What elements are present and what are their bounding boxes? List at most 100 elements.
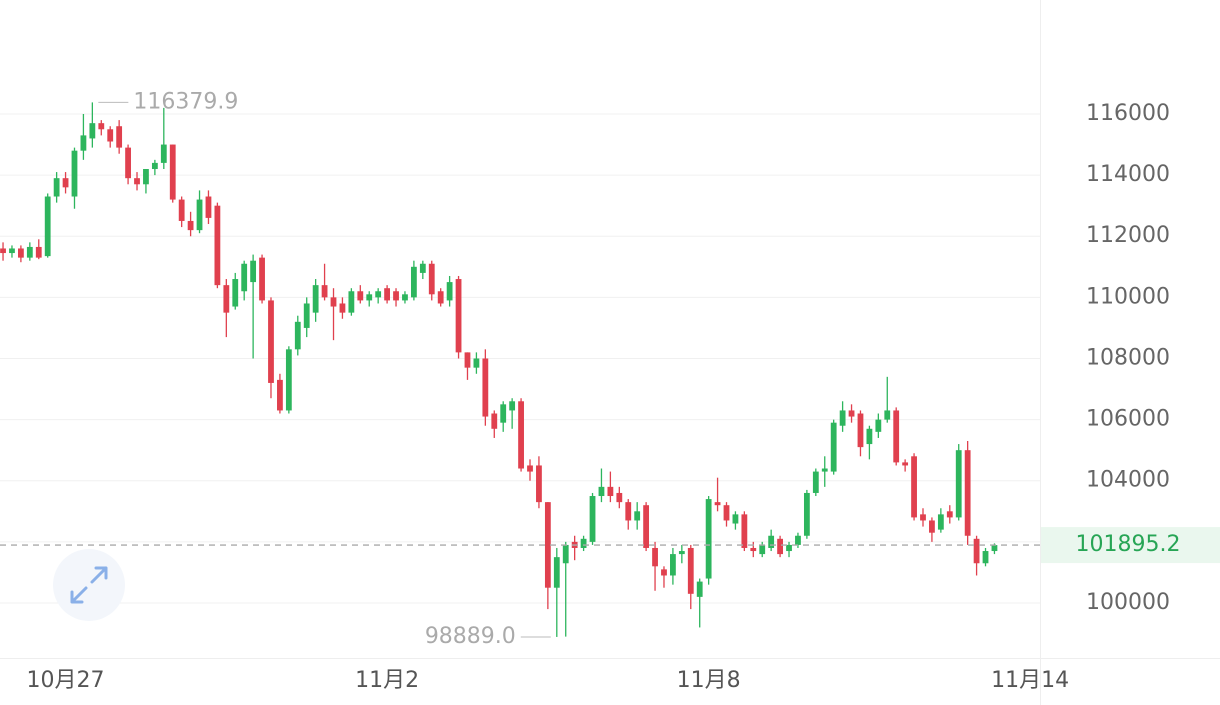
candle-body [62,178,69,188]
candle-body [812,471,819,493]
candle-body [518,401,524,469]
candle-body [428,263,435,295]
candle-body [955,450,962,518]
candle-body [178,199,185,221]
candle-body [18,248,24,258]
candle-body [160,144,167,163]
y-tick-label: 106000 [1086,407,1170,432]
candle-body [589,496,596,542]
candle-body [187,220,194,231]
candle-body [0,248,6,254]
candle-body [902,462,909,466]
candle-body [268,300,274,383]
candle-body [312,285,319,313]
candle-body [732,514,739,524]
candle-body [759,544,766,555]
candle-body [98,123,105,130]
candle-body [946,511,953,518]
candle-body [419,263,426,273]
candle-body [366,294,373,301]
candle-body [848,410,855,417]
candle-body [741,514,748,548]
candle-body [107,129,114,142]
candle-body [455,279,462,353]
candle-body [795,535,801,545]
candle-body [536,465,542,503]
candle-body [116,126,123,148]
candle-body [259,257,265,301]
candle-body [839,410,846,426]
candle-body [616,492,623,503]
y-tick-label: 114000 [1086,162,1170,187]
candle-body [580,538,587,548]
candle-body [705,499,712,579]
candle-body [9,248,15,254]
candle-body [893,410,900,463]
candle-body [464,352,471,368]
candle-body [652,547,658,567]
candle-body [134,178,140,185]
candle-body [866,428,873,445]
candle-body [205,196,212,218]
y-tick-label: 116000 [1086,101,1170,126]
candle-body [223,285,230,313]
candle-body [920,514,926,521]
candle-body [402,294,408,301]
candle-body [991,545,998,552]
candle-body [661,569,667,576]
candle-body [875,419,882,432]
candle-body [348,291,355,313]
max-marker-label: 116379.9 [133,89,238,114]
zoom-icon[interactable] [70,566,108,604]
candle-body [330,297,337,307]
candle-body [911,456,917,518]
candle-body [214,205,221,286]
candle-body [384,288,390,301]
candle-body [625,502,632,521]
x-tick-label: 11月2 [355,668,419,693]
candle-body [678,551,685,555]
candle-body [821,468,828,472]
candle-body [196,199,203,231]
candle-body [35,246,42,258]
y-tick-label: 100000 [1086,590,1170,615]
candle-body [89,123,96,139]
candle-body [357,291,364,301]
y-tick-label: 108000 [1086,345,1170,370]
candle-body [80,135,87,151]
candle-body [446,282,453,301]
candle-body [339,303,346,313]
candle-body [696,581,703,597]
candle-body [250,260,257,283]
y-tick-label: 112000 [1086,223,1170,248]
candle-body [607,486,614,497]
candle-body [303,303,310,328]
candle-body [393,291,399,301]
candle-body [151,162,158,170]
candle-body [803,492,810,536]
candle-body [491,413,498,429]
candle-body [143,169,149,185]
candle-body [830,422,837,472]
candle-body [750,547,757,552]
candle-body [857,413,864,448]
candle-body [634,511,641,521]
candle-body [964,450,971,536]
candle-body [169,144,176,200]
candle-body [473,358,480,368]
candle-body [321,285,328,298]
candle-body [768,535,775,548]
candle-body [482,358,489,417]
candle-body [294,321,301,350]
zoom-button[interactable] [53,549,125,621]
candle-body [929,520,935,533]
zoom-button-bg[interactable] [53,549,125,621]
candle-body [982,551,989,564]
candle-body [553,557,560,588]
x-tick-label: 10月27 [27,668,105,693]
last-price-bg [1041,527,1220,564]
y-tick-label: 110000 [1086,284,1170,309]
candle-body [509,401,516,411]
last-price-label: 101895.2 [1076,532,1181,557]
